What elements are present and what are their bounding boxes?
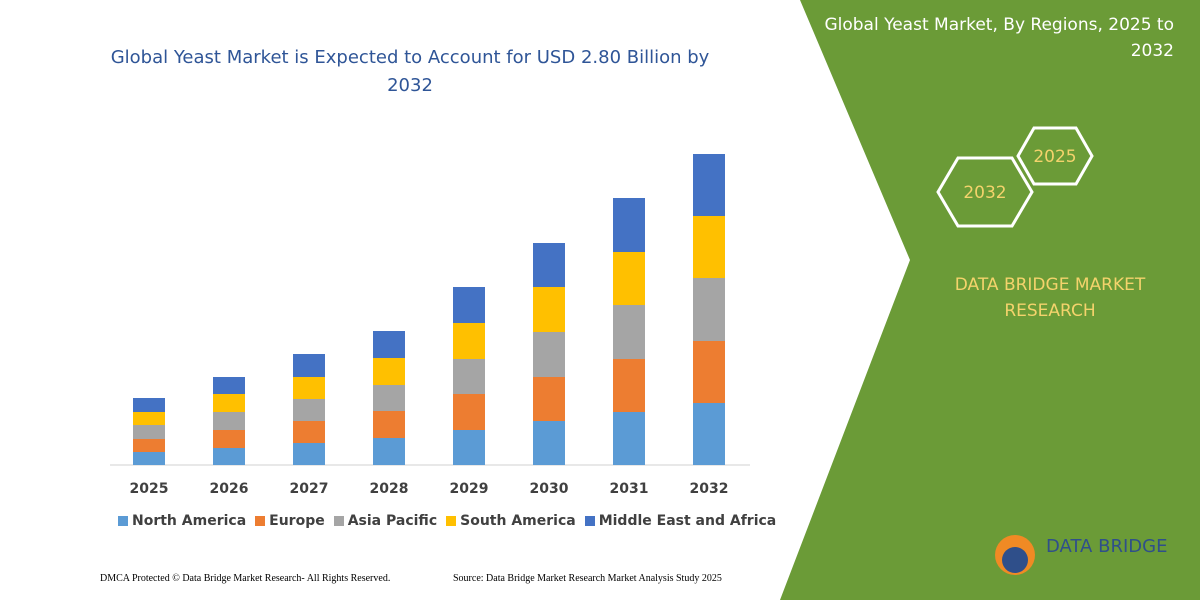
bar-segment	[293, 399, 325, 421]
legend-item: North America	[118, 513, 246, 529]
legend-item: Middle East and Africa	[584, 513, 777, 529]
bar-segment	[613, 198, 645, 252]
hexagon	[936, 156, 1034, 228]
bar-segment	[613, 252, 645, 305]
bar-segment	[693, 216, 725, 278]
bar-segment	[533, 421, 565, 465]
bar-segment	[133, 425, 165, 439]
bar-segment	[693, 154, 725, 216]
legend-swatch	[118, 516, 128, 526]
legend-label: Asia Pacific	[347, 513, 438, 529]
bar-segment	[613, 359, 645, 412]
bar-segment	[373, 358, 405, 385]
bar-segment	[293, 354, 325, 377]
side-panel	[780, 0, 1200, 600]
bar-segment	[373, 411, 405, 438]
bar-segment	[693, 341, 725, 403]
bar-segment	[213, 394, 245, 412]
legend-swatch	[584, 516, 595, 526]
bar-segment	[213, 430, 245, 448]
bar-segment	[373, 438, 405, 465]
hex-label: 2025	[1033, 147, 1076, 167]
footer-left: DMCA Protected © Data Bridge Market Rese…	[100, 573, 391, 584]
panel-title: Global Yeast Market, By Regions, 2025 to…	[824, 15, 1174, 61]
chart-title: Global Yeast Market is Expected to Accou…	[110, 47, 710, 96]
bar-segment	[613, 412, 645, 465]
hex-label: 2032	[963, 183, 1006, 203]
legend-label: North America	[132, 513, 247, 529]
bar-segment	[133, 439, 165, 452]
x-tick-label: 2031	[610, 481, 649, 497]
x-tick-label: 2032	[690, 481, 729, 497]
bar-segment	[693, 403, 725, 465]
legend-swatch	[446, 516, 457, 526]
legend-label: Europe	[269, 513, 325, 529]
bar-segment	[213, 448, 245, 465]
bar-segment	[453, 359, 485, 394]
legend-swatch	[255, 516, 266, 526]
legend-item: South America	[446, 513, 576, 529]
legend-label: Middle East and Africa	[598, 513, 777, 529]
x-tick-label: 2027	[290, 481, 329, 497]
bar-segment	[453, 287, 485, 323]
x-tick-label: 2026	[210, 481, 249, 497]
bar-segment	[293, 377, 325, 399]
bar-segment	[693, 278, 725, 341]
x-tick-label: 2025	[130, 481, 169, 497]
legend-item: Europe	[255, 513, 325, 529]
legend: North America Europe Asia Pacific South Ame…	[118, 513, 776, 529]
bar-segment	[613, 305, 645, 359]
logo-text: DATA BRIDGE	[1046, 536, 1167, 557]
bar-segment	[133, 452, 165, 465]
bar-segment	[373, 385, 405, 411]
bar-segment	[293, 443, 325, 465]
bar-segment	[213, 412, 245, 430]
bar-segment	[293, 421, 325, 443]
bar-segment	[533, 287, 565, 332]
bar-segment	[133, 412, 165, 425]
bar-segment	[453, 394, 485, 430]
legend-swatch	[333, 516, 344, 526]
bar-segment	[453, 323, 485, 359]
brand: DATA BRIDGE MARKET RESEARCH	[954, 275, 1146, 321]
bar-segment	[533, 377, 565, 421]
x-tick-label: 2029	[450, 481, 489, 497]
bar-segment	[133, 398, 165, 412]
hexagon	[1016, 126, 1094, 186]
legend-label: South America	[460, 513, 576, 529]
footer-right: Source: Data Bridge Market Research Mark…	[453, 573, 722, 584]
x-tick-label: 2030	[530, 481, 569, 497]
legend-item: Asia Pacific	[333, 513, 438, 529]
bar-segment	[373, 331, 405, 358]
bar-segment	[213, 377, 245, 394]
bar-segment	[453, 430, 485, 465]
bar-segment	[533, 243, 565, 287]
logo-icon	[1002, 547, 1028, 573]
x-tick-label: 2028	[370, 481, 409, 497]
bar-segment	[533, 332, 565, 377]
